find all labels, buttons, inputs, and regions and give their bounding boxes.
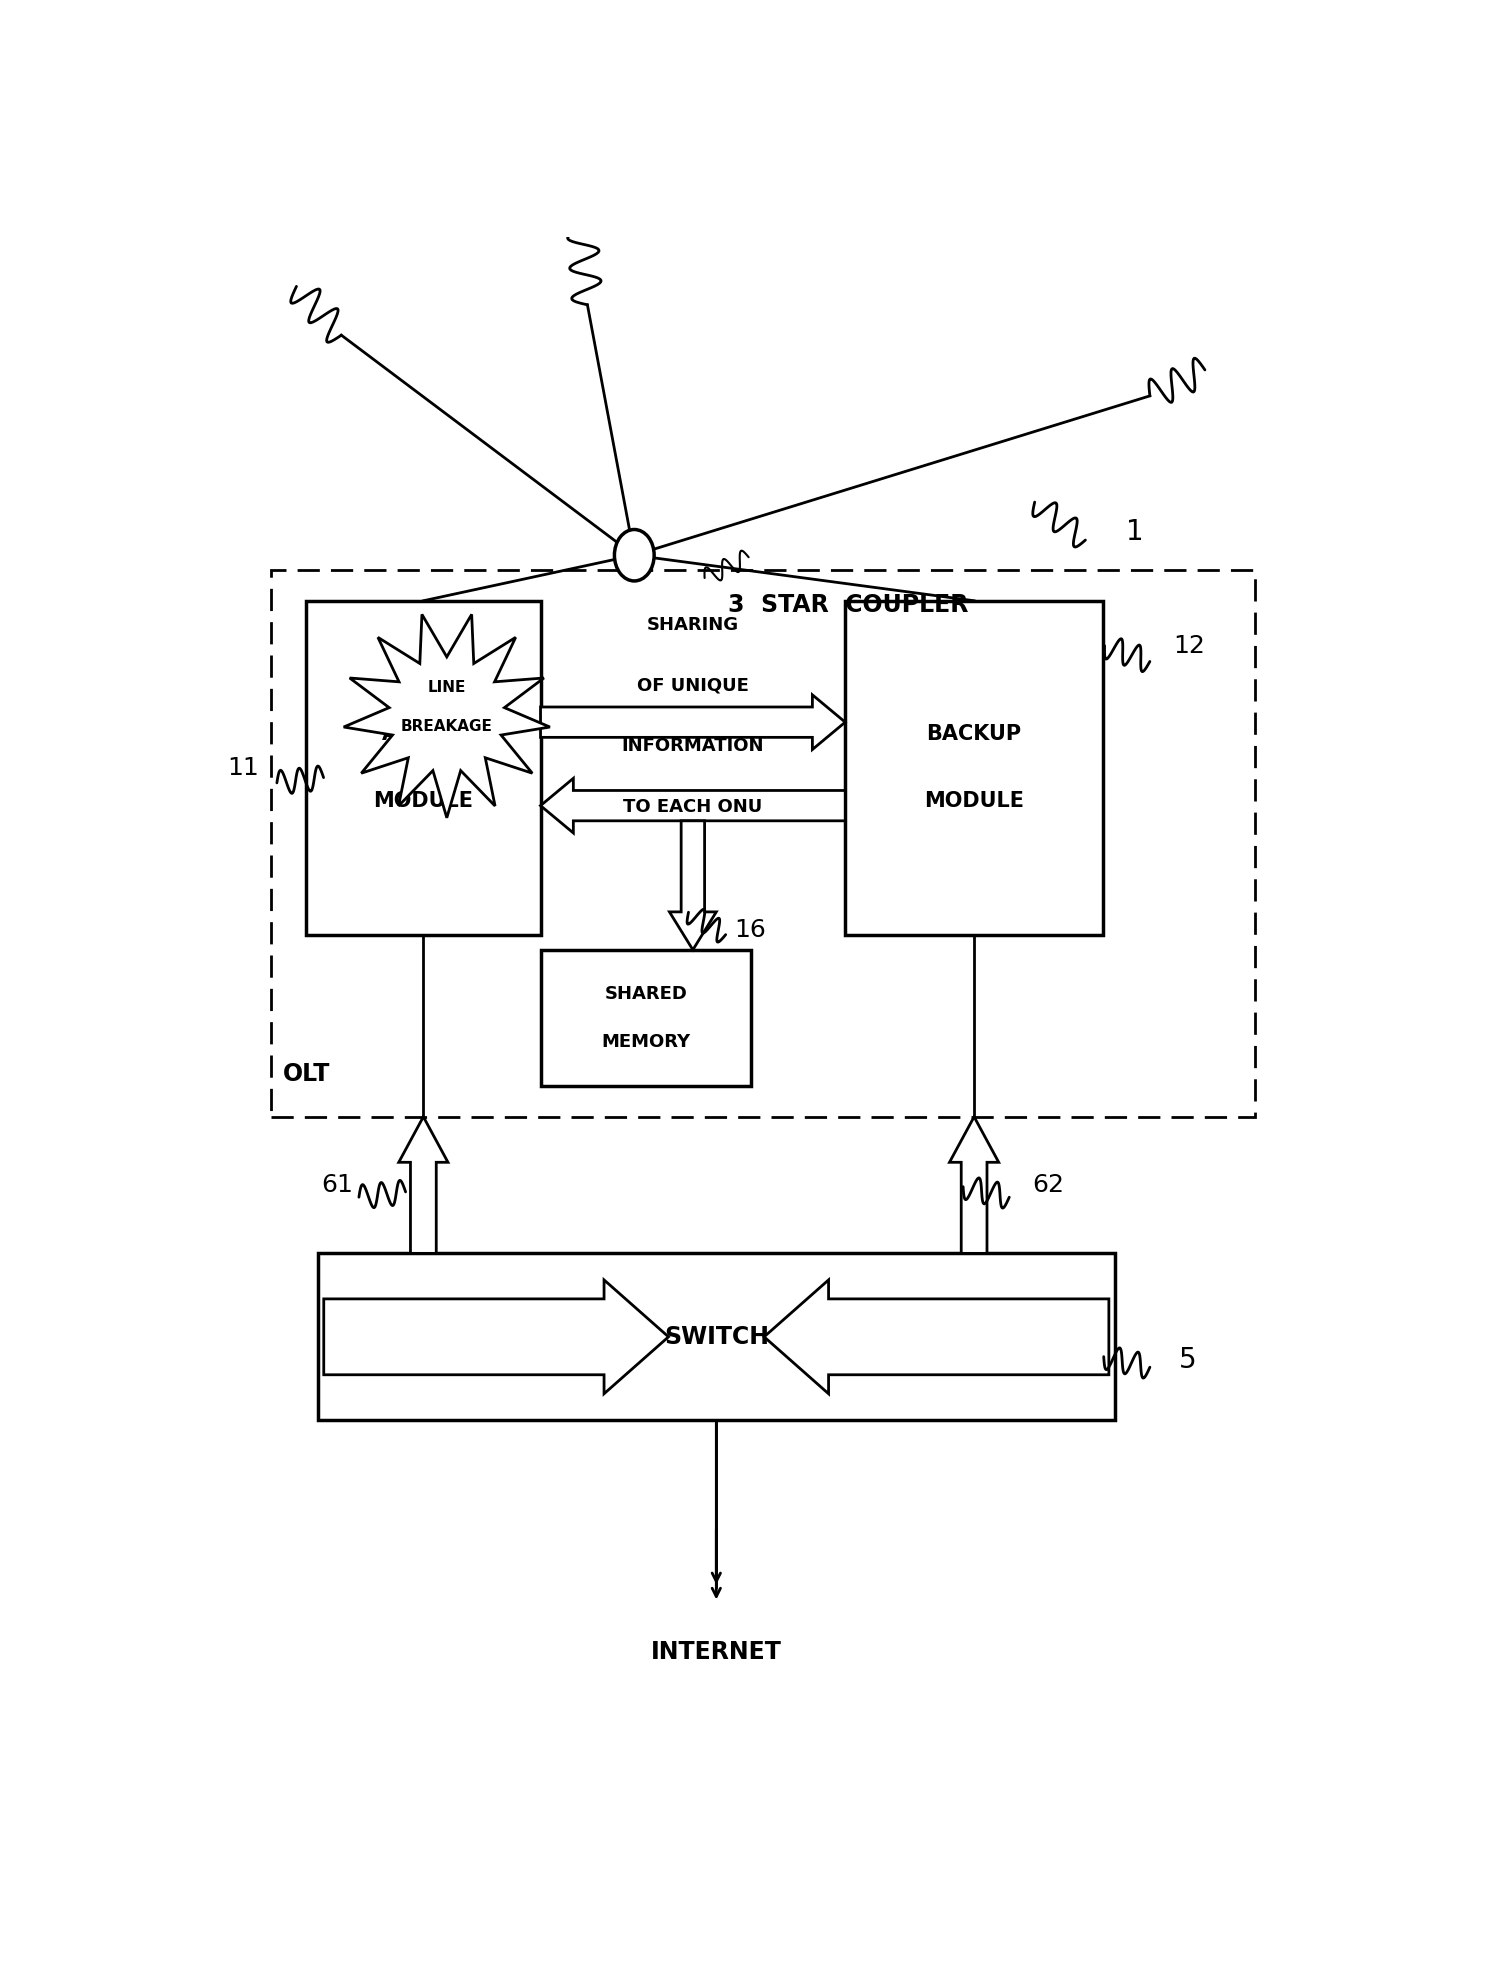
Text: 11: 11 (228, 755, 260, 781)
Polygon shape (950, 1118, 999, 1254)
Polygon shape (343, 615, 550, 818)
Polygon shape (540, 779, 845, 834)
Text: OLT: OLT (283, 1062, 330, 1086)
Polygon shape (764, 1279, 1108, 1393)
Text: 16: 16 (733, 918, 765, 942)
Text: 5: 5 (1179, 1346, 1198, 1374)
Text: OF UNIQUE: OF UNIQUE (637, 676, 748, 694)
Polygon shape (324, 1279, 668, 1393)
Text: TO EACH ONU: TO EACH ONU (623, 798, 762, 816)
Text: 61: 61 (321, 1173, 354, 1196)
Text: SHARING: SHARING (647, 615, 739, 635)
Text: LINE: LINE (428, 680, 466, 694)
Polygon shape (540, 696, 845, 749)
Text: 12: 12 (1173, 635, 1205, 658)
Text: INTERNET: INTERNET (650, 1640, 782, 1664)
Bar (305, 601, 541, 934)
Text: 62: 62 (1033, 1173, 1064, 1196)
Text: BACKUP: BACKUP (927, 723, 1022, 745)
Text: MODULE: MODULE (924, 790, 1024, 812)
Bar (845, 601, 1102, 934)
Polygon shape (670, 820, 717, 950)
Text: ACTIVE: ACTIVE (381, 723, 466, 745)
Circle shape (614, 530, 655, 581)
Bar (318, 1254, 1114, 1421)
Text: SWITCH: SWITCH (664, 1325, 768, 1348)
Text: 1: 1 (1126, 518, 1145, 546)
Bar (540, 950, 751, 1086)
Text: INFORMATION: INFORMATION (621, 737, 764, 755)
Bar (271, 570, 1255, 1118)
Text: BREAKAGE: BREAKAGE (401, 719, 493, 735)
Text: MODULE: MODULE (373, 790, 473, 812)
Text: 3  STAR  COUPLER: 3 STAR COUPLER (729, 593, 968, 617)
Text: SHARED: SHARED (605, 986, 688, 1003)
Polygon shape (399, 1118, 448, 1254)
Text: MEMORY: MEMORY (602, 1033, 691, 1051)
